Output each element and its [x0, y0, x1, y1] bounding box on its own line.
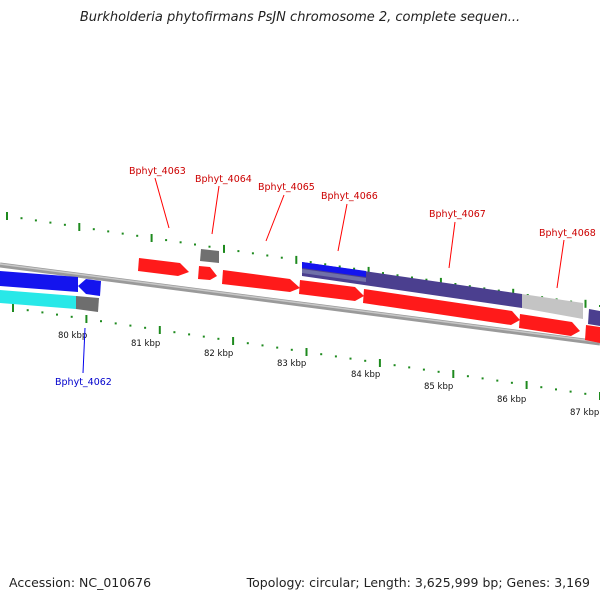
gene-bphyt-4065[interactable]	[222, 270, 300, 292]
cds-next[interactable]	[588, 309, 600, 326]
backbone-highlight	[0, 263, 600, 343]
gene-bphyt-4063[interactable]	[138, 258, 189, 276]
gene-bphyt-4066[interactable]	[299, 280, 364, 301]
cds-bphyt-4062[interactable]	[0, 290, 76, 309]
leader-bphyt-4063	[154, 177, 170, 229]
axis-labels: 80 kbp 81 kbp 82 kbp 83 kbp 84 kbp 85 kb…	[58, 331, 599, 418]
gene-label-leaders	[82, 177, 565, 374]
gene-bphyt-4068[interactable]	[519, 314, 580, 336]
gene-label-bphyt-4062[interactable]: Bphyt_4062	[55, 377, 112, 388]
axis-label-87: 87 kbp	[570, 408, 599, 418]
axis-label-81: 81 kbp	[131, 339, 160, 349]
leader-bphyt-4068	[556, 239, 565, 289]
gene-label-bphyt-4068[interactable]: Bphyt_4068	[539, 228, 596, 239]
gene-label-bphyt-4063[interactable]: Bphyt_4063	[129, 166, 186, 177]
axis-label-82: 82 kbp	[204, 349, 233, 359]
gene-bphyt-4062-reverse[interactable]	[0, 271, 78, 292]
gene-labels: Bphyt_4063 Bphyt_4064 Bphyt_4065 Bphyt_4…	[55, 166, 596, 388]
gene-label-bphyt-4065[interactable]: Bphyt_4065	[258, 182, 315, 193]
leader-bphyt-4064	[211, 185, 220, 235]
cds-bphyt-4068-unassigned[interactable]	[522, 294, 583, 319]
map-title: Burkholderia phytofirmans PsJN chromosom…	[79, 10, 521, 25]
gene-label-bphyt-4067[interactable]: Bphyt_4067	[429, 209, 486, 220]
footer-topology-info: Topology: circular; Length: 3,625,999 bp…	[246, 575, 590, 590]
gene-label-bphyt-4066[interactable]: Bphyt_4066	[321, 191, 378, 202]
leader-bphyt-4067	[448, 221, 456, 269]
axis-label-86: 86 kbp	[497, 395, 526, 405]
gene-bphyt-4062-arrow[interactable]	[78, 279, 101, 296]
footer-accession: Accession: NC_010676	[9, 575, 152, 590]
axis-label-84: 84 kbp	[351, 370, 380, 380]
cds-bphyt-4062-tail[interactable]	[76, 296, 99, 312]
leader-bphyt-4066	[337, 203, 348, 252]
outer-tick-track	[6, 212, 600, 308]
gene-bphyt-4064[interactable]	[198, 266, 217, 280]
gene-bphyt-4067[interactable]	[363, 289, 520, 325]
axis-label-83: 83 kbp	[277, 359, 306, 369]
cds-bphyt-4066-highlight[interactable]	[302, 262, 366, 277]
axis-label-85: 85 kbp	[424, 382, 453, 392]
gene-bphyt-4064-unassigned[interactable]	[200, 249, 219, 263]
leader-bphyt-4065	[265, 194, 285, 242]
backbone-line	[0, 262, 600, 346]
leader-bphyt-4062	[82, 327, 86, 374]
axis-label-80: 80 kbp	[58, 331, 87, 341]
cds-bphyt-4066-lower[interactable]	[302, 269, 366, 282]
gene-next[interactable]	[585, 325, 600, 343]
inner-tick-track	[12, 304, 600, 400]
gene-label-bphyt-4064[interactable]: Bphyt_4064	[195, 174, 252, 185]
